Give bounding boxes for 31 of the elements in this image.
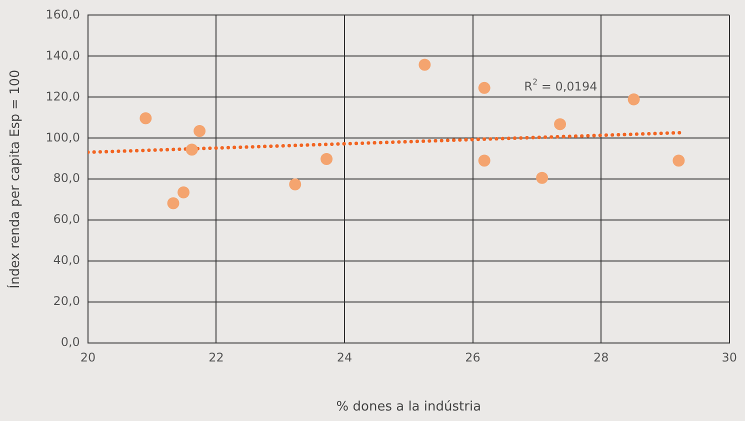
y-tick-label: 40,0 (53, 253, 80, 268)
x-axis-title: % dones a la indústria (336, 400, 482, 415)
y-tick-label: 100,0 (46, 130, 80, 144)
y-tick-label: 80,0 (53, 171, 80, 186)
y-tick-label: 160,0 (46, 7, 80, 22)
point (554, 118, 566, 130)
y-tick-label: 0,0 (60, 335, 80, 350)
point (536, 172, 548, 184)
point (478, 154, 490, 167)
point (418, 58, 431, 71)
y-tick-label: 140,0 (46, 48, 80, 62)
y-tick-label: 120,0 (46, 89, 80, 104)
y-tick-label: 60,0 (53, 212, 80, 226)
point (628, 93, 640, 106)
point (320, 153, 333, 166)
point (194, 124, 206, 137)
point (289, 178, 302, 190)
point (478, 82, 490, 94)
x-tick-label: 22 (208, 350, 224, 364)
x-tick-label: 26 (465, 350, 480, 364)
point (167, 197, 180, 210)
y-axis-title: Índex renda per capita Esp = 100 (6, 70, 24, 288)
x-tick-label: 28 (593, 350, 609, 364)
point (672, 154, 685, 167)
point (140, 112, 152, 124)
x-tick-label: 24 (336, 350, 352, 364)
point (178, 186, 190, 198)
x-tick-label: 30 (722, 350, 738, 364)
x-tick-label: 20 (80, 350, 96, 364)
point (186, 144, 198, 156)
y-tick-label: 20,0 (53, 294, 80, 308)
